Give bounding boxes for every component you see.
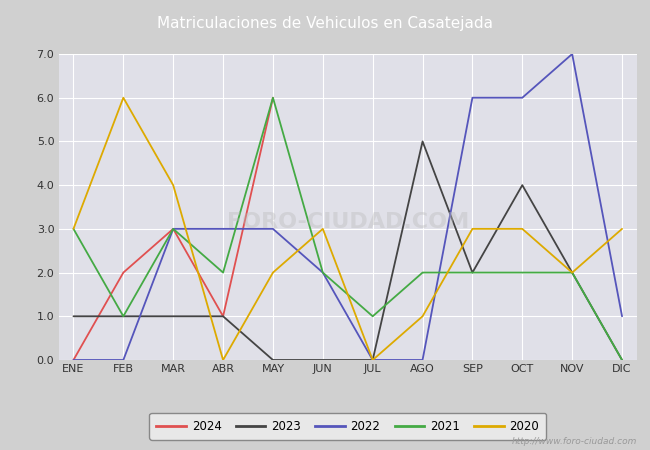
Text: Matriculaciones de Vehiculos en Casatejada: Matriculaciones de Vehiculos en Casateja… [157,16,493,31]
Text: http://www.foro-ciudad.com: http://www.foro-ciudad.com [512,436,637,446]
Legend: 2024, 2023, 2022, 2021, 2020: 2024, 2023, 2022, 2021, 2020 [150,413,546,440]
Text: FORO-CIUDAD.COM: FORO-CIUDAD.COM [227,212,469,232]
